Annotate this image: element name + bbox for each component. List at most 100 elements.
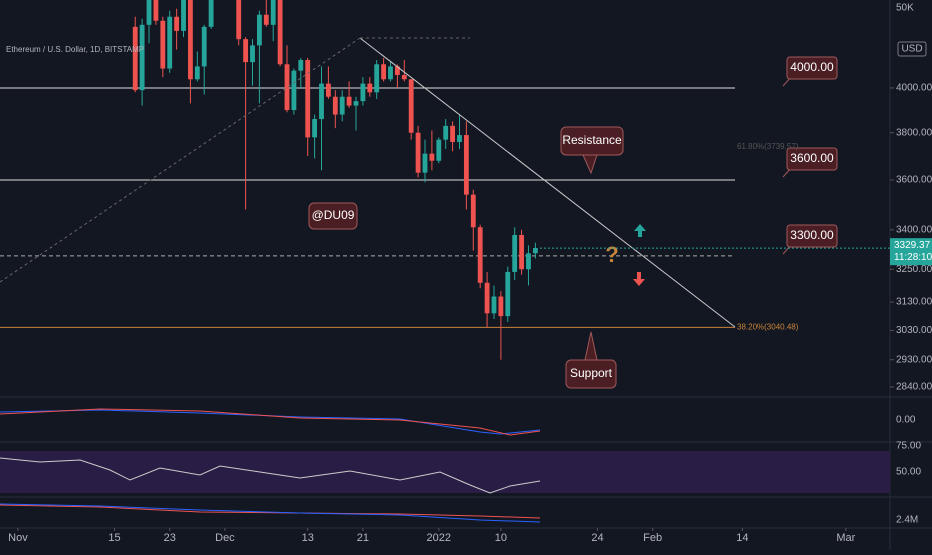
- candle-body: [477, 227, 483, 283]
- volume-axis-label: 50K: [896, 3, 914, 14]
- candle-body: [450, 125, 456, 142]
- support-box: [565, 359, 617, 389]
- candle-body: [250, 45, 255, 63]
- candle-body: [188, 0, 193, 80]
- currency[interactable]: USD: [901, 44, 922, 55]
- macd-tick: 0.00: [896, 415, 916, 426]
- candle-body: [498, 296, 504, 317]
- candle-body: [353, 101, 359, 106]
- price-pane: [0, 0, 735, 360]
- indicator-line: [0, 503, 541, 523]
- level-label: 3600.00: [790, 151, 834, 165]
- signal-line: [0, 408, 541, 436]
- candle-body: [194, 66, 200, 80]
- candle-body: [305, 60, 311, 138]
- candle-body: [181, 0, 186, 31]
- candle-body: [153, 0, 159, 21]
- rsi-line: [0, 457, 541, 494]
- rsi-tick: 50.00: [896, 467, 921, 478]
- candle-body: [505, 271, 511, 317]
- y-tick-label: 2840.00: [896, 382, 932, 393]
- candle-body: [415, 132, 421, 173]
- y-tick-label: 2930.00: [896, 354, 932, 365]
- author-label: @DU09: [312, 208, 355, 222]
- x-tick-label: Nov: [8, 532, 28, 544]
- candle-body: [346, 96, 352, 106]
- x-tick-label: 10: [495, 532, 507, 544]
- candle-body: [201, 26, 207, 67]
- last-price-box: [890, 238, 932, 266]
- candle-body: [291, 70, 297, 111]
- rsi-band: [0, 451, 890, 493]
- candle-body: [374, 64, 380, 93]
- candle-body: [519, 234, 524, 270]
- countdown-label: 11:28:10: [894, 252, 932, 263]
- candle-body: [436, 139, 442, 161]
- lower-axes: 0.00 75.00 50.00 2.4M: [896, 415, 921, 526]
- symbol-title: Ethereum / U.S. Dollar, 1D, BITSTAMP: [6, 45, 144, 54]
- x-tick-label: 15: [108, 532, 120, 544]
- candle-body: [463, 135, 469, 195]
- candle-body: [367, 83, 373, 93]
- macd-line: [0, 409, 541, 435]
- last-price-label: 3329.37: [894, 240, 931, 251]
- level-box: [786, 56, 838, 80]
- candle-body: [277, 0, 283, 65]
- volume-pane-tick: 2.4M: [896, 515, 918, 526]
- candle-body: [360, 83, 366, 102]
- candle-body: [208, 0, 214, 27]
- author-box: [308, 202, 358, 230]
- candle-body: [470, 194, 476, 228]
- candle-body: [325, 83, 331, 97]
- y-tick-label: 3800.00: [896, 127, 932, 138]
- candle-body: [457, 135, 462, 142]
- candle-body: [484, 282, 490, 314]
- candle-body: [146, 0, 152, 25]
- fib-upper-label: 61.80%(3739.57): [737, 142, 799, 151]
- candle-body: [429, 153, 435, 161]
- y-tick-label: 3130.00: [896, 297, 932, 308]
- candle-body: [401, 74, 407, 80]
- currency-badge[interactable]: [897, 41, 927, 57]
- candle-body: [236, 0, 242, 40]
- x-tick-label: 23: [164, 532, 176, 544]
- y-tick-label: 4000.00: [896, 83, 932, 94]
- fib-label: 38.20%(3040.48): [737, 323, 799, 332]
- level-box: [786, 147, 838, 171]
- question-mark: ?: [605, 242, 618, 267]
- x-tick-label: 13: [302, 532, 314, 544]
- candle-body: [312, 119, 318, 138]
- candle-body: [270, 0, 276, 25]
- y-tick-label: 3030.00: [896, 325, 932, 336]
- level-label: 4000.00: [790, 60, 834, 74]
- candle-body: [263, 14, 269, 25]
- candle-body: [381, 64, 387, 80]
- candle-body: [394, 66, 400, 75]
- trend-line: [359, 37, 736, 328]
- support-label: Support: [570, 366, 613, 380]
- x-tick-label: Dec: [215, 532, 235, 544]
- candle-body: [319, 83, 324, 120]
- candle-body: [388, 66, 393, 80]
- y-tick-label: 3600.00: [896, 175, 932, 186]
- x-tick-label: 2022: [427, 532, 451, 544]
- level-box: [786, 224, 838, 248]
- candle-body: [332, 96, 338, 115]
- x-tick-label: 24: [591, 532, 603, 544]
- x-tick-label: 14: [736, 532, 748, 544]
- level-label: 3300.00: [790, 228, 834, 242]
- candle-body: [408, 79, 414, 133]
- candle-body: [174, 16, 180, 31]
- up-arrow: [634, 224, 646, 237]
- x-tick-label: Mar: [836, 532, 855, 544]
- candle-body: [532, 248, 538, 254]
- candle-body: [512, 234, 518, 272]
- x-tick-label: Feb: [643, 532, 662, 544]
- candle-body: [243, 39, 249, 63]
- down-arrow: [633, 272, 645, 286]
- candle-body: [160, 20, 166, 69]
- resistance-label: Resistance: [562, 133, 622, 147]
- candle-body: [167, 16, 173, 69]
- trend-line-dashed: [0, 37, 361, 283]
